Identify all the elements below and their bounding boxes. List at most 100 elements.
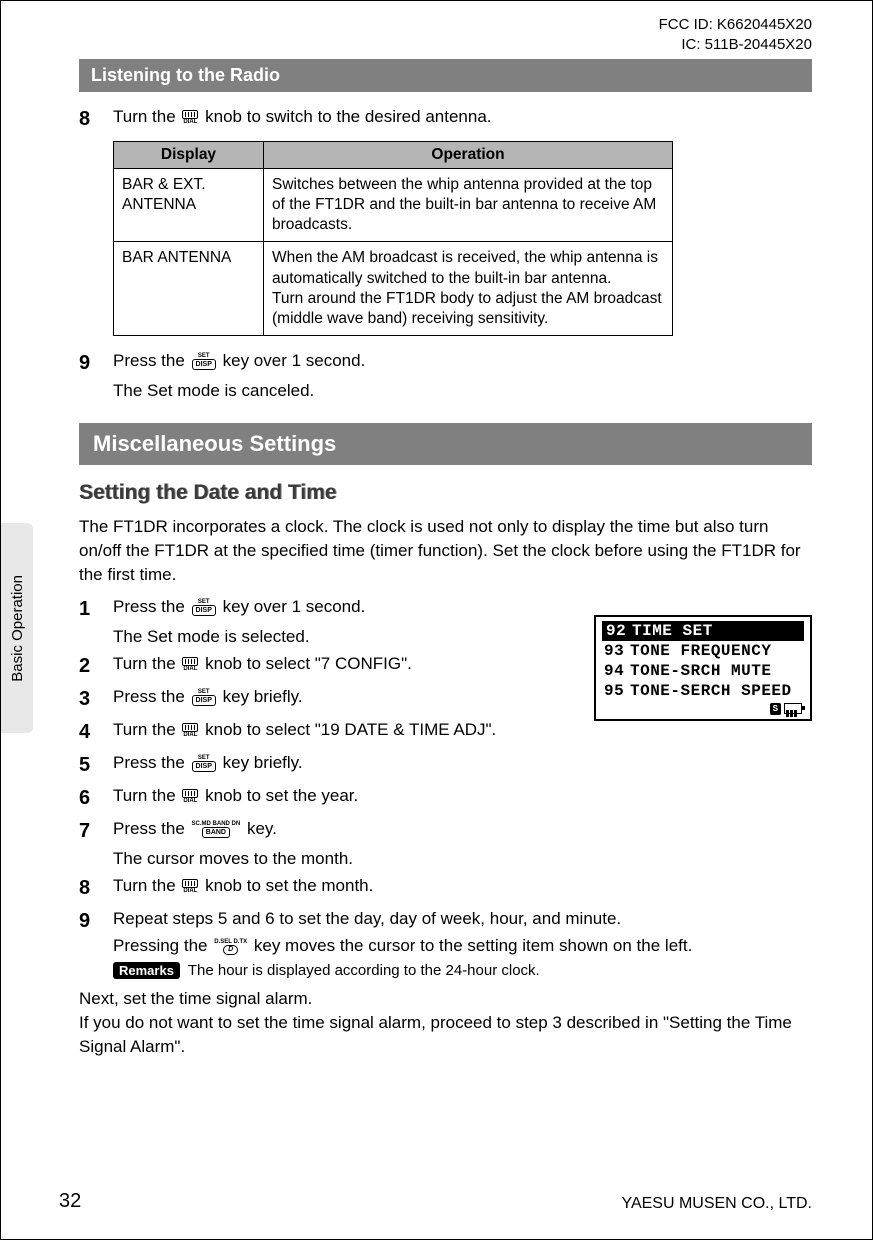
battery-icon — [784, 703, 802, 714]
step-7: 7 Press the SC.MD BAND DN BAND key. — [79, 818, 812, 845]
text: If you do not want to set the time signa… — [79, 1011, 812, 1059]
step-number: 1 — [79, 596, 113, 623]
text: Repeat steps 5 and 6 to set the day, day… — [113, 908, 812, 931]
lcd-row-selected: 92 TIME SET — [602, 621, 804, 641]
step-number: 5 — [79, 752, 113, 779]
text: key. — [247, 819, 277, 838]
text: Press the — [113, 597, 190, 616]
table-row: BAR ANTENNA When the AM broadcast is rec… — [114, 242, 673, 336]
dial-knob-icon: DIAL — [182, 789, 198, 804]
text: Press the — [113, 819, 190, 838]
step-sub: The cursor moves to the month. — [113, 849, 812, 869]
text: key over 1 second. — [223, 351, 366, 370]
lcd-footer: S — [604, 703, 802, 715]
disp-key-icon: SET DISP — [192, 689, 216, 706]
col-operation: Operation — [264, 142, 673, 169]
step-body: Turn the DIAL knob to switch to the desi… — [113, 106, 812, 133]
text-line2: Pressing the D.SEL D.TX D key moves the … — [113, 935, 812, 958]
step-body: Repeat steps 5 and 6 to set the day, day… — [113, 908, 812, 958]
disp-key-icon: SET DISP — [192, 755, 216, 772]
dial-knob-icon: DIAL — [182, 110, 198, 125]
text: Press the — [113, 351, 190, 370]
step-number: 4 — [79, 719, 113, 746]
lcd-display: 92 TIME SET 93 TONE FREQUENCY 94 TONE-SR… — [594, 615, 812, 721]
remarks-text: The hour is displayed according to the 2… — [188, 962, 540, 979]
text: Pressing the — [113, 936, 212, 955]
step-body: Press the SET DISP key over 1 second. — [113, 350, 812, 377]
d-key-icon: D.SEL D.TX D — [214, 939, 247, 955]
step-number: 9 — [79, 908, 113, 958]
page-number: 32 — [59, 1190, 81, 1213]
section-misc-settings: Miscellaneous Settings — [79, 423, 812, 465]
regulatory-ids: FCC ID: K6620445X20 IC: 511B-20445X20 — [659, 15, 812, 54]
band-key-icon: SC.MD BAND DN BAND — [192, 821, 241, 838]
step-8b: 8 Turn the DIAL knob to set the month. — [79, 875, 812, 902]
text: Turn the — [113, 786, 180, 805]
company-name: YAESU MUSEN CO., LTD. — [621, 1195, 812, 1213]
lcd-num: 93 — [604, 641, 630, 661]
step-number: 9 — [79, 350, 113, 377]
lcd-row: 93 TONE FREQUENCY — [604, 641, 802, 661]
disp-key-icon: SET DISP — [192, 599, 216, 616]
step-number: 8 — [79, 106, 113, 133]
step-4: 4 Turn the DIAL knob to select "19 DATE … — [79, 719, 812, 746]
step-number: 6 — [79, 785, 113, 812]
table-row: BAR & EXT. ANTENNA Switches between the … — [114, 169, 673, 242]
lcd-text: TONE-SERCH SPEED — [630, 681, 792, 701]
dial-knob-icon: DIAL — [182, 879, 198, 894]
step-body: Press the SET DISP key briefly. — [113, 752, 812, 779]
subheading-date-time: Setting the Date and Time — [79, 481, 812, 505]
step-number: 7 — [79, 818, 113, 845]
page: FCC ID: K6620445X20 IC: 511B-20445X20 Ba… — [0, 0, 873, 1240]
step-body: Turn the DIAL knob to select "19 DATE & … — [113, 719, 812, 746]
side-tab: Basic Operation — [1, 523, 33, 733]
step-sub: The Set mode is canceled. — [113, 381, 812, 401]
text: Press the — [113, 753, 190, 772]
cell-operation: When the AM broadcast is received, the w… — [264, 242, 673, 336]
text: key moves the cursor to the setting item… — [254, 936, 692, 955]
step-8: 8 Turn the DIAL knob to switch to the de… — [79, 106, 812, 133]
text: Next, set the time signal alarm. — [79, 987, 812, 1011]
text: key briefly. — [223, 687, 303, 706]
dial-knob-icon: DIAL — [182, 723, 198, 738]
antenna-table: Display Operation BAR & EXT. ANTENNA Swi… — [113, 141, 673, 336]
text: key over 1 second. — [223, 597, 366, 616]
step-body: Press the SC.MD BAND DN BAND key. — [113, 818, 812, 845]
step-number: 8 — [79, 875, 113, 902]
text: Turn the — [113, 107, 180, 126]
disp-key-icon: SET DISP — [192, 353, 216, 370]
col-display: Display — [114, 142, 264, 169]
intro-paragraph: The FT1DR incorporates a clock. The cloc… — [79, 515, 812, 586]
text: Turn the — [113, 876, 180, 895]
fcc-id: FCC ID: K6620445X20 — [659, 15, 812, 35]
s-indicator-icon: S — [770, 703, 781, 715]
closing-text: Next, set the time signal alarm. If you … — [79, 987, 812, 1058]
text: knob to set the month. — [205, 876, 373, 895]
cell-display: BAR & EXT. ANTENNA — [114, 169, 264, 242]
lcd-num: 94 — [604, 661, 630, 681]
step-body: Turn the DIAL knob to set the year. — [113, 785, 812, 812]
table-header-row: Display Operation — [114, 142, 673, 169]
text: Turn the — [113, 654, 180, 673]
lcd-row: 94 TONE-SRCH MUTE — [604, 661, 802, 681]
lcd-text: TIME SET — [632, 621, 713, 641]
text: key briefly. — [223, 753, 303, 772]
lcd-text: TONE FREQUENCY — [630, 641, 771, 661]
step-5: 5 Press the SET DISP key briefly. — [79, 752, 812, 779]
lcd-num: 92 — [604, 621, 632, 641]
step-9b: 9 Repeat steps 5 and 6 to set the day, d… — [79, 908, 812, 958]
lcd-num: 95 — [604, 681, 630, 701]
step-6: 6 Turn the DIAL knob to set the year. — [79, 785, 812, 812]
step-9: 9 Press the SET DISP key over 1 second. — [79, 350, 812, 377]
text: knob to switch to the desired antenna. — [205, 107, 491, 126]
step-number: 3 — [79, 686, 113, 713]
step-body: Turn the DIAL knob to set the month. — [113, 875, 812, 902]
side-tab-label: Basic Operation — [9, 575, 26, 682]
text: knob to select "7 CONFIG". — [205, 654, 412, 673]
section-listening-radio: Listening to the Radio — [79, 59, 812, 92]
ic-id: IC: 511B-20445X20 — [659, 35, 812, 55]
remarks-label: Remarks — [113, 962, 180, 979]
cell-display: BAR ANTENNA — [114, 242, 264, 336]
remarks: Remarks The hour is displayed according … — [113, 962, 812, 979]
text: Turn the — [113, 720, 180, 739]
